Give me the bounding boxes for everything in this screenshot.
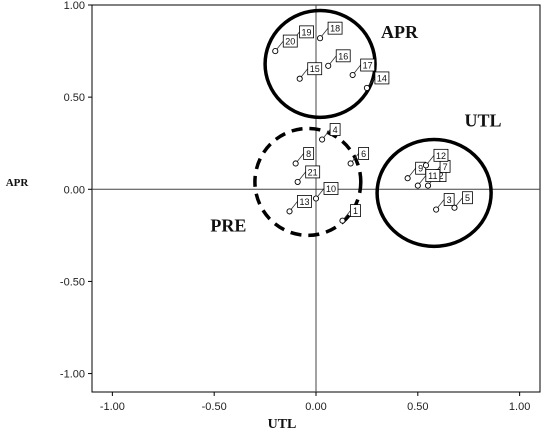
point-label-box: [305, 165, 321, 179]
group-ellipse-utl: [375, 137, 493, 249]
group-ellipse-pre: [253, 126, 363, 238]
point-label-box: [425, 169, 441, 183]
point-label: 11: [428, 171, 437, 181]
group-ellipses: APR UTL PRE: [210, 8, 501, 249]
point-label: 6: [361, 149, 366, 159]
x-tick-label: 0.00: [305, 401, 326, 413]
point-label-box: [327, 21, 343, 35]
data-point-marker: [312, 195, 320, 202]
y-tick-label: -1.00: [60, 369, 85, 381]
data-point-marker: [319, 136, 326, 143]
point-label: 21: [308, 167, 318, 177]
point-label: 12: [436, 151, 446, 161]
data-point-marker: [347, 160, 354, 167]
data-point-marker: [292, 160, 299, 167]
point-label-box: [433, 148, 449, 162]
point-label: 16: [338, 51, 348, 61]
data-point-marker: [363, 84, 370, 91]
x-tick-label: 1.00: [509, 401, 530, 413]
data-point-marker: [286, 208, 293, 215]
point-label: 7: [443, 162, 448, 172]
point-label-box: [374, 71, 390, 85]
point-label: 15: [310, 64, 320, 74]
data-point-marker: [451, 204, 458, 211]
data-point-marker: [294, 178, 301, 185]
point-label-box: [323, 182, 339, 195]
x-tick-label: 0.50: [407, 401, 428, 413]
point-label-box: [350, 204, 361, 218]
point-label: 9: [418, 164, 423, 174]
point-label-box: [297, 194, 312, 208]
point-label: 20: [285, 37, 295, 47]
point-label: 8: [306, 149, 311, 159]
data-point-marker: [349, 71, 356, 79]
point-label-box: [303, 147, 315, 160]
y-tick-label: 0.50: [64, 92, 85, 104]
data-point-marker: [404, 175, 411, 182]
y-axis-ticks: -1.00 -0.50 0.00 0.50 1.00: [60, 0, 92, 381]
point-label: 13: [300, 197, 310, 207]
point-label-box: [299, 25, 314, 39]
point-label: 5: [465, 193, 470, 203]
x-axis-ticks: -1.00 -0.50 0.00 0.50 1.00: [100, 392, 530, 413]
data-point-marker: [414, 182, 421, 189]
point-label-box: [307, 62, 323, 76]
data-point-marker: [272, 48, 279, 55]
x-tick-label: -1.00: [100, 401, 125, 413]
group-ellipse-apr: [263, 8, 377, 120]
x-axis-title: UTL: [268, 417, 297, 432]
point-label: 1: [353, 206, 358, 216]
y-tick-label: -0.50: [60, 276, 85, 288]
point-label: 10: [326, 184, 336, 194]
point-label: 14: [377, 73, 387, 83]
y-tick-label: 0.00: [64, 184, 85, 196]
point-label: 17: [363, 61, 373, 71]
point-label: 3: [447, 195, 452, 205]
data-point-marker: [325, 62, 332, 69]
point-label-box: [335, 49, 351, 63]
y-axis-title: APR: [6, 177, 30, 189]
data-point-marker: [422, 162, 430, 169]
point-label-box: [462, 191, 473, 205]
point-label: 2: [438, 171, 443, 181]
data-point-marker: [339, 217, 346, 224]
point-label: 19: [302, 27, 312, 37]
point-label-box: [360, 58, 376, 72]
point-label: 18: [330, 24, 340, 34]
point-label-box: [443, 193, 455, 206]
group-label-pre: PRE: [210, 216, 246, 236]
point-label-box: [282, 34, 298, 48]
point-label: 4: [333, 125, 338, 135]
y-tick-label: 1.00: [64, 0, 85, 12]
point-label-box: [329, 123, 341, 136]
data-point-marker: [317, 35, 324, 42]
data-point-marker: [424, 182, 432, 189]
data-point-marker: [296, 75, 303, 82]
point-label-box: [358, 147, 370, 160]
group-label-apr: APR: [381, 22, 419, 42]
group-label-utl: UTL: [464, 111, 501, 131]
data-point-marker: [433, 206, 440, 213]
x-tick-label: -0.50: [202, 401, 227, 413]
